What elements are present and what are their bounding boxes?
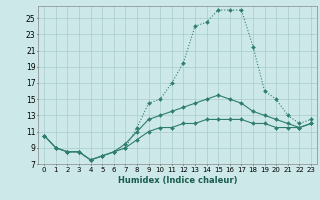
X-axis label: Humidex (Indice chaleur): Humidex (Indice chaleur) [118, 176, 237, 185]
